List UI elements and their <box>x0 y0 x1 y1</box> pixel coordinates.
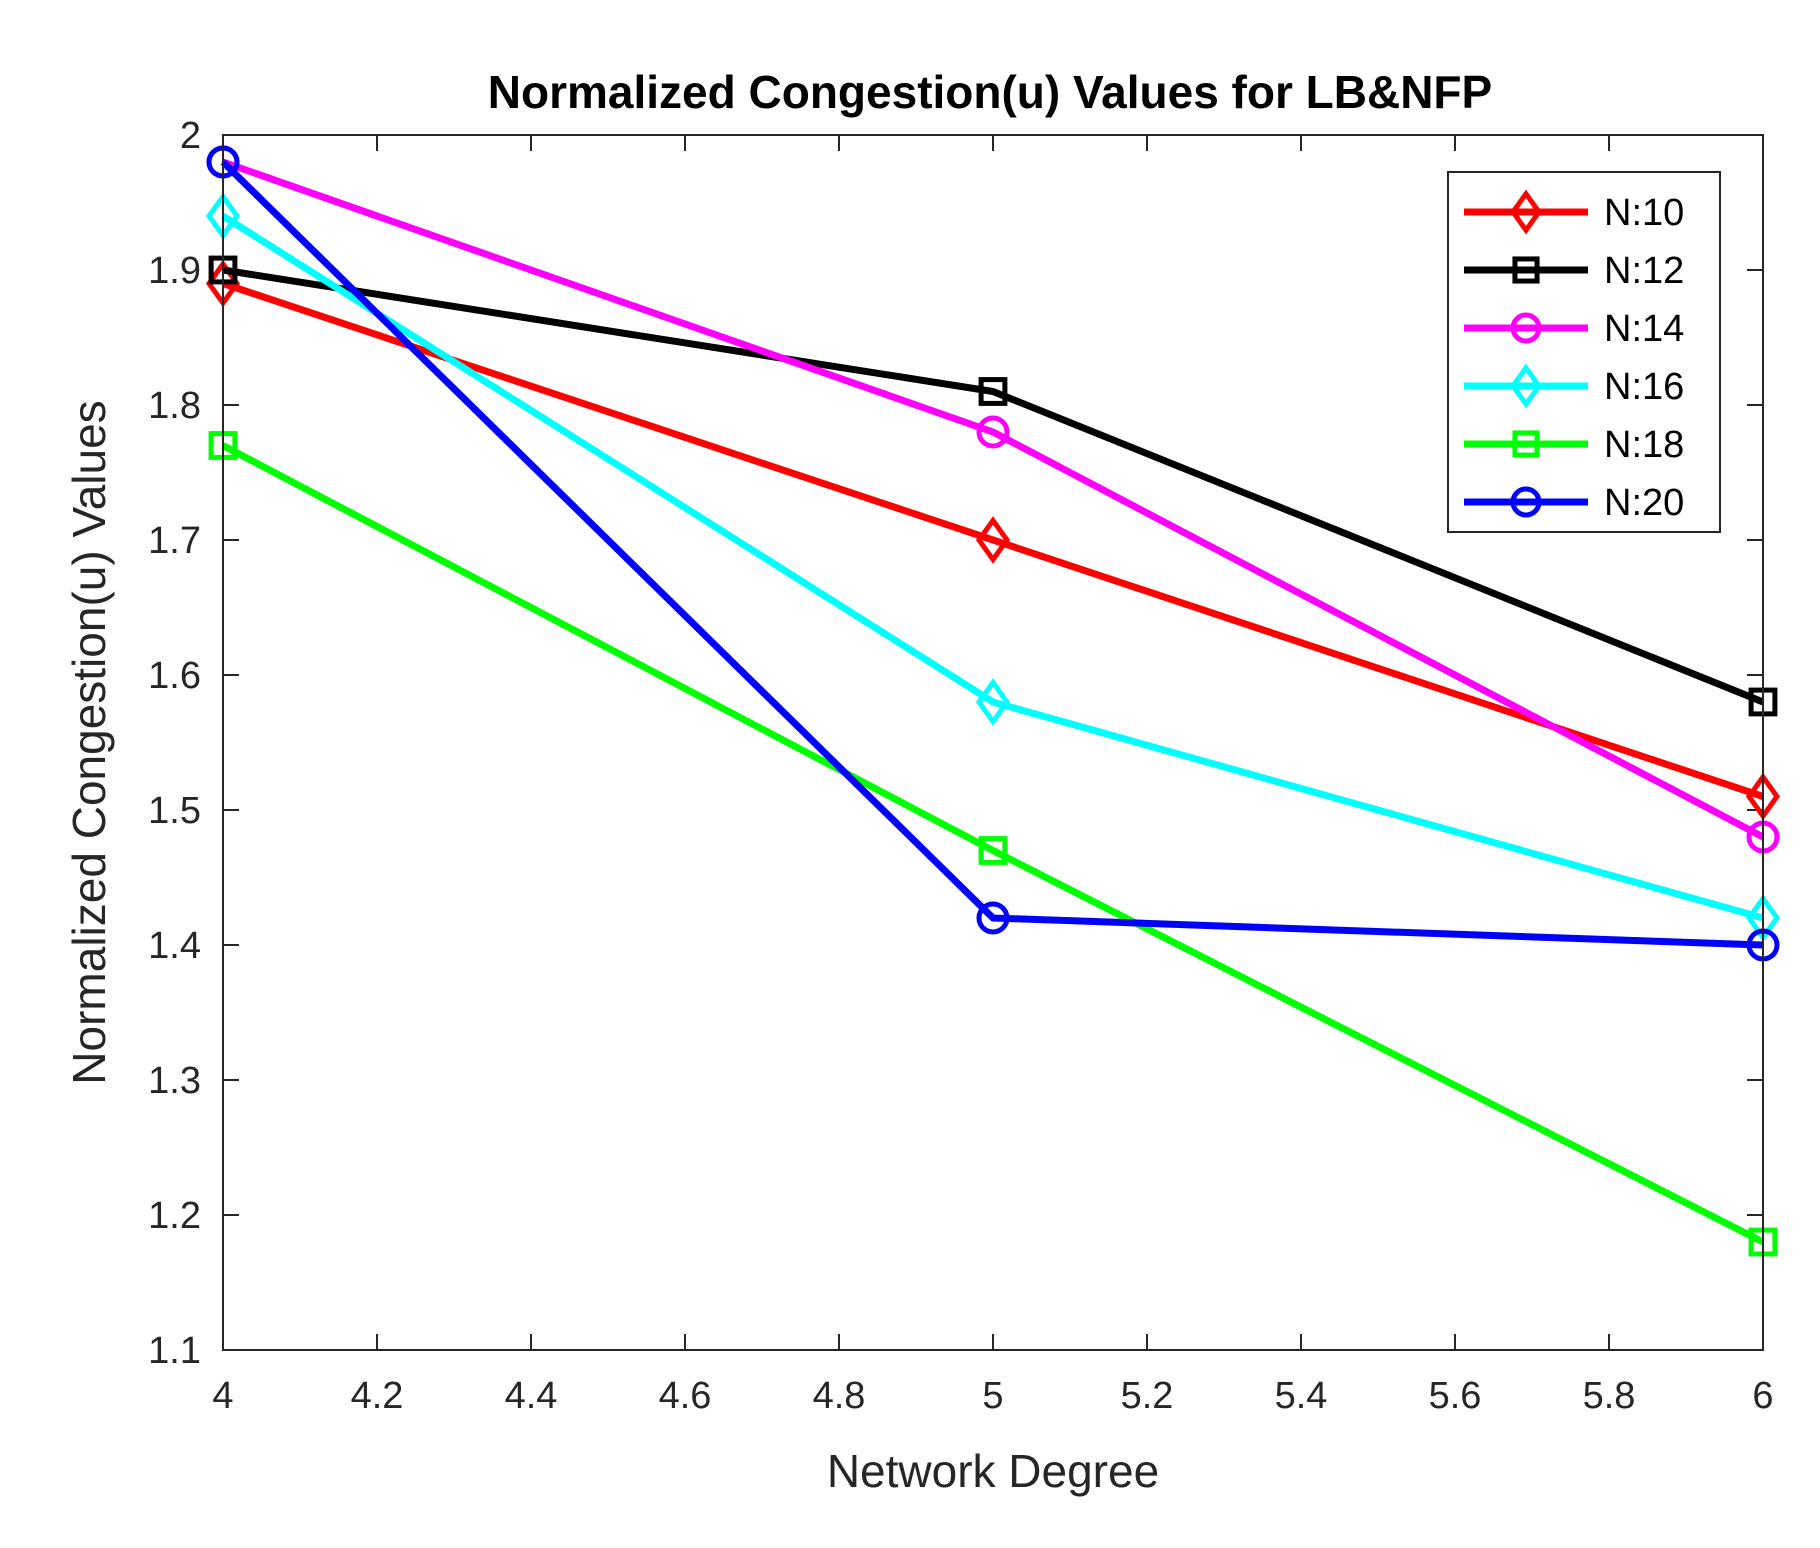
legend-label: N:14 <box>1604 308 1684 350</box>
legend-marker <box>1509 189 1543 235</box>
chart-title: Normalized Congestion(u) Values for LB&N… <box>488 66 1492 118</box>
legend-marker <box>1510 312 1542 344</box>
x-tick-label: 4.6 <box>659 1375 712 1417</box>
legend-item: N:14 <box>1464 308 1684 350</box>
data-point <box>976 901 1010 935</box>
series-line <box>222 266 1765 706</box>
data-point <box>975 516 1011 564</box>
series-line <box>221 280 1765 800</box>
x-tick-label: 4.8 <box>813 1375 866 1417</box>
x-tick-label: 5.8 <box>1583 1375 1636 1417</box>
x-tick-label: 5 <box>982 1375 1003 1417</box>
y-tick-label: 1.6 <box>148 655 201 697</box>
data-point <box>978 836 1008 865</box>
legend-label: N:18 <box>1604 424 1684 466</box>
x-tick-label: 4 <box>212 1375 233 1417</box>
y-axis-label: Normalized Congestion(u) Values <box>63 400 115 1084</box>
x-tick-label: 6 <box>1752 1375 1773 1417</box>
y-tick-label: 1.2 <box>148 1195 201 1237</box>
legend-item: N:20 <box>1464 482 1684 524</box>
data-point <box>976 415 1010 449</box>
series-line <box>221 158 1765 841</box>
x-tick-label: 5.2 <box>1121 1375 1174 1417</box>
series-n-20 <box>206 145 1780 962</box>
x-tick-label: 5.4 <box>1275 1375 1328 1417</box>
axis-ticks: 4 4.2 4.4 4.6 4.8 5 5.2 5.4 5.6 5.8 6 1.1 1.2 1.3 1.4 1… <box>148 115 1773 1417</box>
data-point <box>978 377 1008 406</box>
x-tick-label: 4.4 <box>505 1375 558 1417</box>
legend-marker <box>1509 363 1543 409</box>
x-axis-label: Network Degree <box>827 1445 1159 1497</box>
legend-label: N:12 <box>1604 250 1684 292</box>
legend-marker <box>1510 486 1542 518</box>
y-tick-label: 1.5 <box>148 790 201 832</box>
y-tick-label: 2 <box>180 115 201 157</box>
series-group <box>205 145 1781 1257</box>
x-tick-label: 5.6 <box>1429 1375 1482 1417</box>
legend-box <box>1447 171 1721 533</box>
series-line <box>221 442 1765 1246</box>
legend-marker <box>1512 256 1540 284</box>
series-line <box>220 159 1764 949</box>
x-tick-label: 4.2 <box>351 1375 404 1417</box>
legend-item: N:18 <box>1464 424 1684 466</box>
legend: N:10 N:12 N:14 N:16 N:18 N:20 <box>1447 171 1721 533</box>
legend-item: N:16 <box>1464 363 1684 409</box>
legend-label: N:16 <box>1604 366 1684 408</box>
plot-border <box>222 134 1764 1351</box>
legend-label: N:20 <box>1604 482 1684 524</box>
y-tick-label: 1.8 <box>148 385 201 427</box>
y-tick-label: 1.1 <box>148 1330 201 1372</box>
y-tick-label: 1.3 <box>148 1060 201 1102</box>
data-point <box>975 678 1011 726</box>
y-tick-label: 1.4 <box>148 925 201 967</box>
legend-item: N:10 <box>1464 189 1684 235</box>
legend-marker <box>1512 430 1540 458</box>
legend-item: N:12 <box>1464 250 1684 292</box>
series-line <box>221 213 1764 922</box>
y-tick-label: 1.9 <box>148 250 201 292</box>
legend-label: N:10 <box>1604 192 1684 234</box>
y-tick-label: 1.7 <box>148 520 201 562</box>
